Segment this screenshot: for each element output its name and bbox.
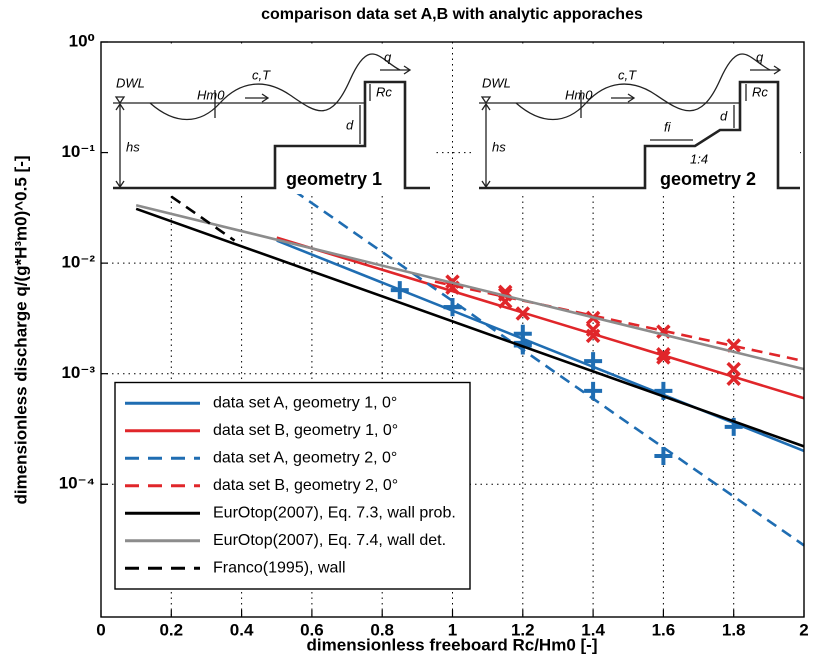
flow-arrows [245,65,412,103]
inset-label: DWL [116,75,145,90]
dim-arrows [214,84,371,144]
inset-geometry-1: DWL Hm0 c,T q Rc d hs geometry 1 [108,44,433,194]
axes-and-legend: 0 0.2 0.4 0.6 0.8 1 1.2 1.4 1.6 1.8 2 10⁰ 10⁻¹ 10⁻² 10… [59,31,809,639]
chart-title: comparison data set A,B with analytic ap… [261,6,643,23]
inset-label: 1:4 [690,151,708,166]
plot-frame [100,41,805,618]
inset-label: q [756,49,764,64]
x-tick-label: 0.8 [370,620,394,639]
inset-label: c,T [252,67,271,82]
inset-label: hs [126,139,140,154]
legend-label: data set A, geometry 2, 0° [213,449,397,466]
y-tick-label: 10⁻⁴ [59,474,95,493]
inset-title: geometry 2 [660,169,756,189]
x-tick-label: 0 [96,620,105,639]
structure [113,80,430,190]
data-point [654,447,673,466]
series-line [170,195,236,242]
hs-arrow [481,102,491,189]
x-tick-label: 1 [448,620,457,639]
inset-label: Hm0 [565,87,593,102]
wave [149,53,401,121]
inset-label: c,T [618,67,637,82]
inset-geometry-2: DWL Hm0 c,T q Rc d hs fi 1:4 geometry 2 [474,44,800,194]
hs-arrow [115,102,125,189]
y-tick-label: 10⁻² [61,253,95,272]
legend-label: EurOtop(2007), Eq. 7.4, wall det. [213,532,446,549]
inset-label: d [346,117,354,132]
inset-label: d [720,108,728,123]
inset-label: Hm0 [197,87,225,102]
inset-label: hs [492,139,506,154]
data-point [584,381,603,400]
y-tick-label: 10⁰ [69,31,95,50]
legend-label: EurOtop(2007), Eq. 7.3, wall prob. [213,504,456,521]
inset-background [108,44,433,194]
x-tick-label: 0.6 [300,620,324,639]
legend-label: data set A, geometry 1, 0° [213,394,397,411]
inset-label: DWL [482,75,511,90]
x-tick-label: 1.4 [581,620,605,639]
x-tick-label: 1.8 [722,620,746,639]
x-axis-label: dimensionless freeboard Rc/Hm0 [-] [307,635,598,654]
inset-title: geometry 1 [286,169,382,189]
data-point [726,338,741,353]
x-tick-label: 0.2 [159,620,183,639]
data-point [656,346,671,362]
data-point [585,328,601,344]
inset-label: Rc [752,84,768,99]
data-point [390,281,409,300]
structure [479,80,800,190]
y-tick-label: 10⁻¹ [61,142,95,161]
x-tick-label: 1.6 [652,620,676,639]
series-line [293,189,805,547]
dwl-symbol [480,96,492,105]
plot-data [135,189,805,547]
series-line [135,207,805,448]
y-axis-label: dimensionless discharge q/(g*H³m0)^0.5 [… [11,155,30,504]
data-point [515,306,531,321]
series-line [276,236,805,400]
series-line [135,203,805,371]
data-point [656,350,671,365]
dwl-symbol [114,96,126,105]
x-tick-label: 2 [799,620,808,639]
data-point [726,371,741,386]
legend-label: Franco(1995), wall [213,559,346,576]
inset-label: q [384,49,392,64]
x-tick-label: 1.2 [511,620,535,639]
x-tick-label: 0.4 [230,620,254,639]
dim-arrows [580,84,747,141]
legend-label: data set B, geometry 2, 0° [213,477,398,494]
inset-label: Rc [376,84,392,99]
flow-arrows [611,65,782,103]
wave [515,53,771,121]
legend-label: data set B, geometry 1, 0° [213,422,398,439]
data-point [443,298,462,317]
inset-background [474,44,800,194]
data-point [584,352,603,371]
inset-label: fi [664,119,672,134]
y-tick-label: 10⁻³ [61,363,95,382]
